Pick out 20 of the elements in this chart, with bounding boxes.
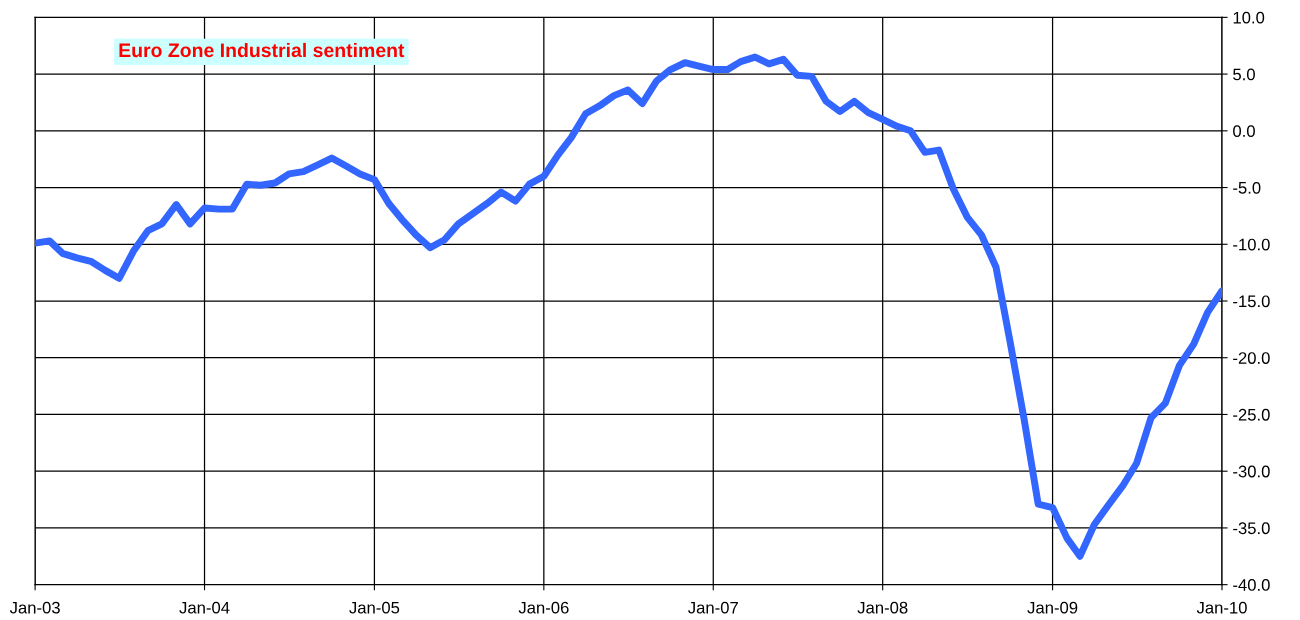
y-tick-label: 0.0 xyxy=(1233,125,1255,138)
y-tick-label: -15.0 xyxy=(1233,295,1270,308)
x-tick-label: Jan-06 xyxy=(518,601,569,614)
x-tick-label: Jan-07 xyxy=(688,601,738,614)
y-tick-label: 10.0 xyxy=(1233,11,1265,24)
x-tick-label: Jan-05 xyxy=(349,601,400,614)
x-tick-label: Jan-03 xyxy=(9,601,60,614)
x-tick-label: Jan-10 xyxy=(1196,601,1247,614)
y-tick-label: -35.0 xyxy=(1233,522,1270,535)
x-tick-label: Jan-04 xyxy=(179,601,230,614)
y-tick-label: -10.0 xyxy=(1233,238,1270,251)
text: Euro Zone Industrial sentiment xyxy=(119,42,405,58)
y-tick-label: -5.0 xyxy=(1233,181,1261,194)
x-tick-label: Jan-09 xyxy=(1027,601,1078,614)
y-tick-label: -25.0 xyxy=(1233,408,1270,421)
x-tick-label: Jan-08 xyxy=(857,601,908,614)
y-tick-label: 5.0 xyxy=(1233,68,1255,81)
y-tick-label: -30.0 xyxy=(1233,465,1270,478)
y-tick-label: -20.0 xyxy=(1233,352,1270,364)
y-tick-label: -40.0 xyxy=(1233,579,1270,591)
